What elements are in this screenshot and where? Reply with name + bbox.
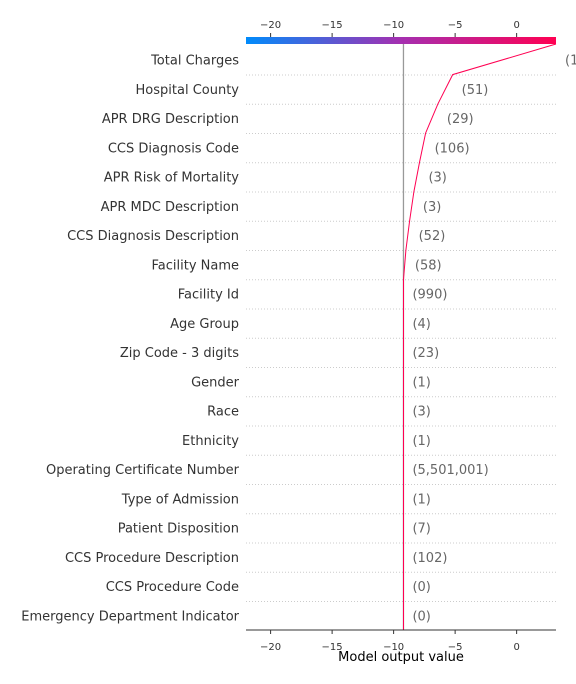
feature-value-label: (1)	[412, 492, 430, 507]
top-x-axis: −20 −15 −10 −5 0	[260, 20, 520, 37]
top-tick-label: −5	[448, 20, 463, 31]
feature-label: Age Group	[170, 317, 239, 332]
top-tick-label: −10	[383, 20, 404, 31]
feature-labels: Total Charges Hospital County APR DRG Desc…	[21, 54, 239, 625]
feature-label: Hospital County	[136, 83, 240, 98]
color-gradient-bar	[246, 37, 556, 44]
feature-value-label: (102)	[412, 551, 447, 566]
decision-path-line	[403, 43, 557, 630]
feature-value-label: (29)	[447, 112, 474, 127]
feature-label: CCS Diagnosis Description	[67, 229, 239, 244]
feature-label: Ethnicity	[182, 434, 239, 449]
feature-label: Race	[207, 405, 239, 420]
top-tick-label: −15	[322, 20, 343, 31]
feature-value-label: (7)	[412, 522, 430, 537]
feature-value-label: (990)	[412, 288, 447, 303]
feature-value-label: (0)	[412, 580, 430, 595]
feature-value-label: (23)	[412, 346, 439, 361]
feature-value-label: (4)	[412, 317, 430, 332]
feature-label: APR MDC Description	[101, 200, 239, 215]
feature-value-labels: (1) (51) (29) (106) (3) (3) (52) (58) (990) (4) (2…	[412, 54, 576, 625]
feature-value-label: (3)	[423, 200, 441, 215]
feature-value-label: (51)	[462, 83, 489, 98]
feature-value-label: (52)	[419, 229, 446, 244]
x-axis-label: Model output value	[338, 650, 464, 665]
feature-label: CCS Procedure Description	[65, 551, 239, 566]
feature-value-label: (0)	[412, 609, 430, 624]
top-tick-label: 0	[513, 20, 519, 31]
feature-label: APR DRG Description	[102, 112, 239, 127]
feature-label: Operating Certificate Number	[46, 463, 240, 478]
feature-label: Patient Disposition	[118, 522, 239, 537]
feature-value-label: (1)	[565, 54, 576, 69]
bottom-tick-label: −10	[383, 642, 404, 653]
feature-label: Zip Code - 3 digits	[120, 346, 239, 361]
feature-value-label: (5,501,001)	[412, 463, 488, 478]
feature-label: Emergency Department Indicator	[21, 609, 239, 624]
bottom-tick-label: −15	[322, 642, 343, 653]
feature-label: CCS Procedure Code	[106, 580, 239, 595]
feature-label: CCS Diagnosis Code	[108, 141, 239, 156]
row-gridlines	[246, 74, 556, 602]
bottom-x-axis: −20 −15 −10 −5 0	[246, 629, 556, 653]
feature-label: Facility Name	[151, 258, 239, 273]
top-tick-label: −20	[260, 20, 281, 31]
bottom-tick-label: 0	[513, 642, 519, 653]
feature-label: Type of Admission	[121, 492, 239, 507]
feature-value-label: (1)	[412, 434, 430, 449]
feature-value-label: (106)	[435, 141, 470, 156]
feature-value-label: (1)	[412, 375, 430, 390]
feature-value-label: (3)	[428, 171, 446, 186]
feature-value-label: (3)	[412, 405, 430, 420]
feature-label: Total Charges	[150, 54, 239, 69]
feature-label: Facility Id	[178, 288, 239, 303]
feature-label: APR Risk of Mortality	[104, 171, 240, 186]
bottom-tick-label: −5	[448, 642, 463, 653]
feature-value-label: (58)	[415, 258, 442, 273]
feature-label: Gender	[191, 375, 240, 390]
bottom-tick-label: −20	[260, 642, 281, 653]
